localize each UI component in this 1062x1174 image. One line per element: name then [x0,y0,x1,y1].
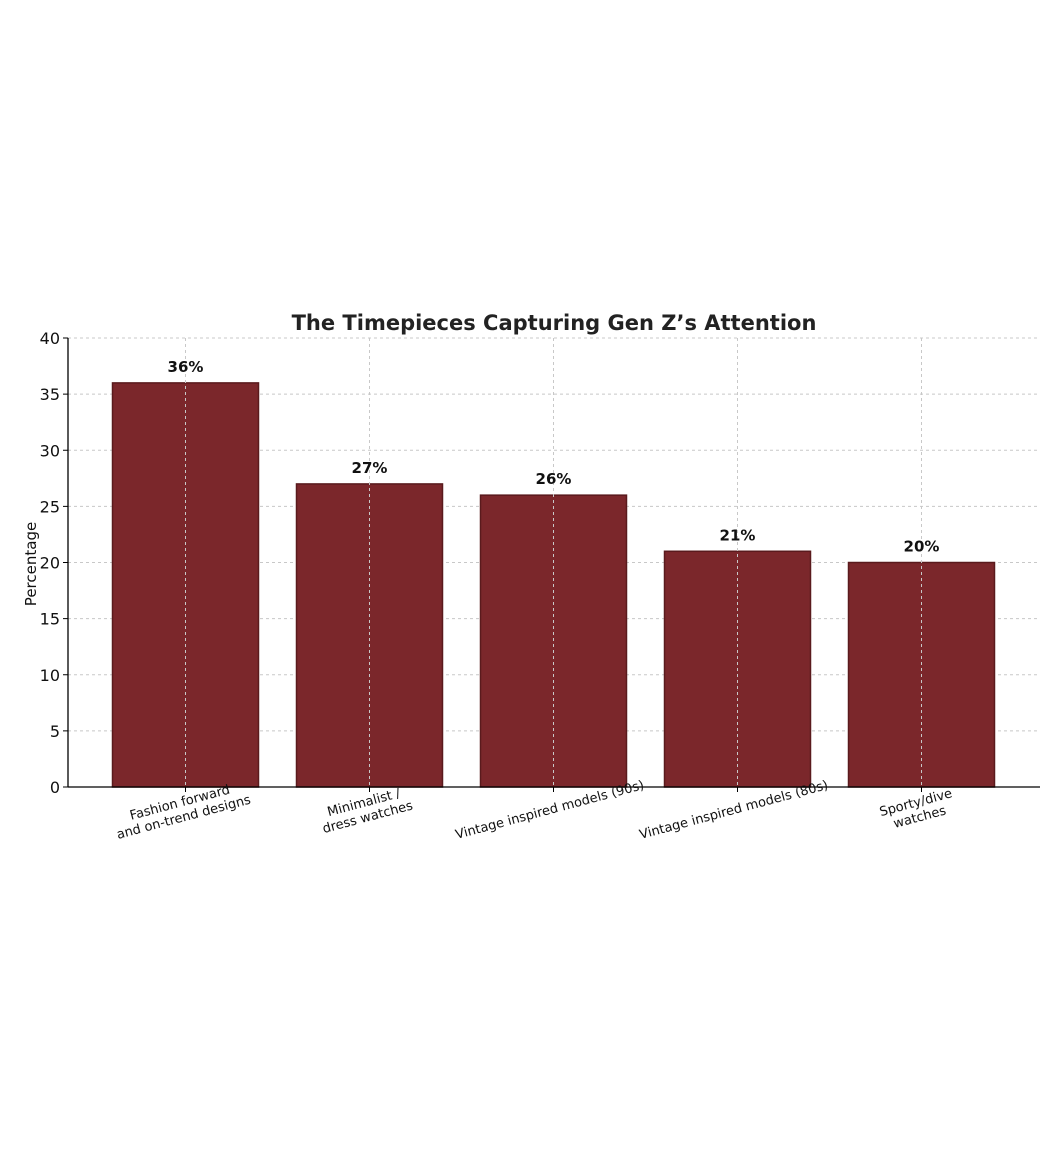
data-labels: 36% 27% 26% 21% 20% [168,358,940,556]
y-tick-label: 35 [40,385,60,404]
y-tick-label: 30 [40,441,60,460]
chart-title: The Timepieces Capturing Gen Z’s Attenti… [292,311,817,335]
data-label: 36% [168,358,204,376]
y-tick-label: 25 [40,497,60,516]
y-tick-labels: 0 5 10 15 20 25 30 35 40 [40,329,68,797]
y-tick-label: 15 [40,610,60,629]
data-label: 26% [536,470,572,488]
y-axis-label: Percentage [22,522,40,606]
y-tick-label: 20 [40,554,60,573]
y-tick-label: 10 [40,666,60,685]
y-tick-label: 0 [50,778,60,797]
y-tick-label: 40 [40,329,60,348]
data-label: 21% [720,526,756,544]
vertical-grid-lines [185,338,922,787]
data-label: 20% [904,538,940,556]
y-tick-label: 5 [50,722,60,741]
data-label: 27% [352,459,388,477]
x-tick-label: Minimalist /dress watches [321,786,415,837]
